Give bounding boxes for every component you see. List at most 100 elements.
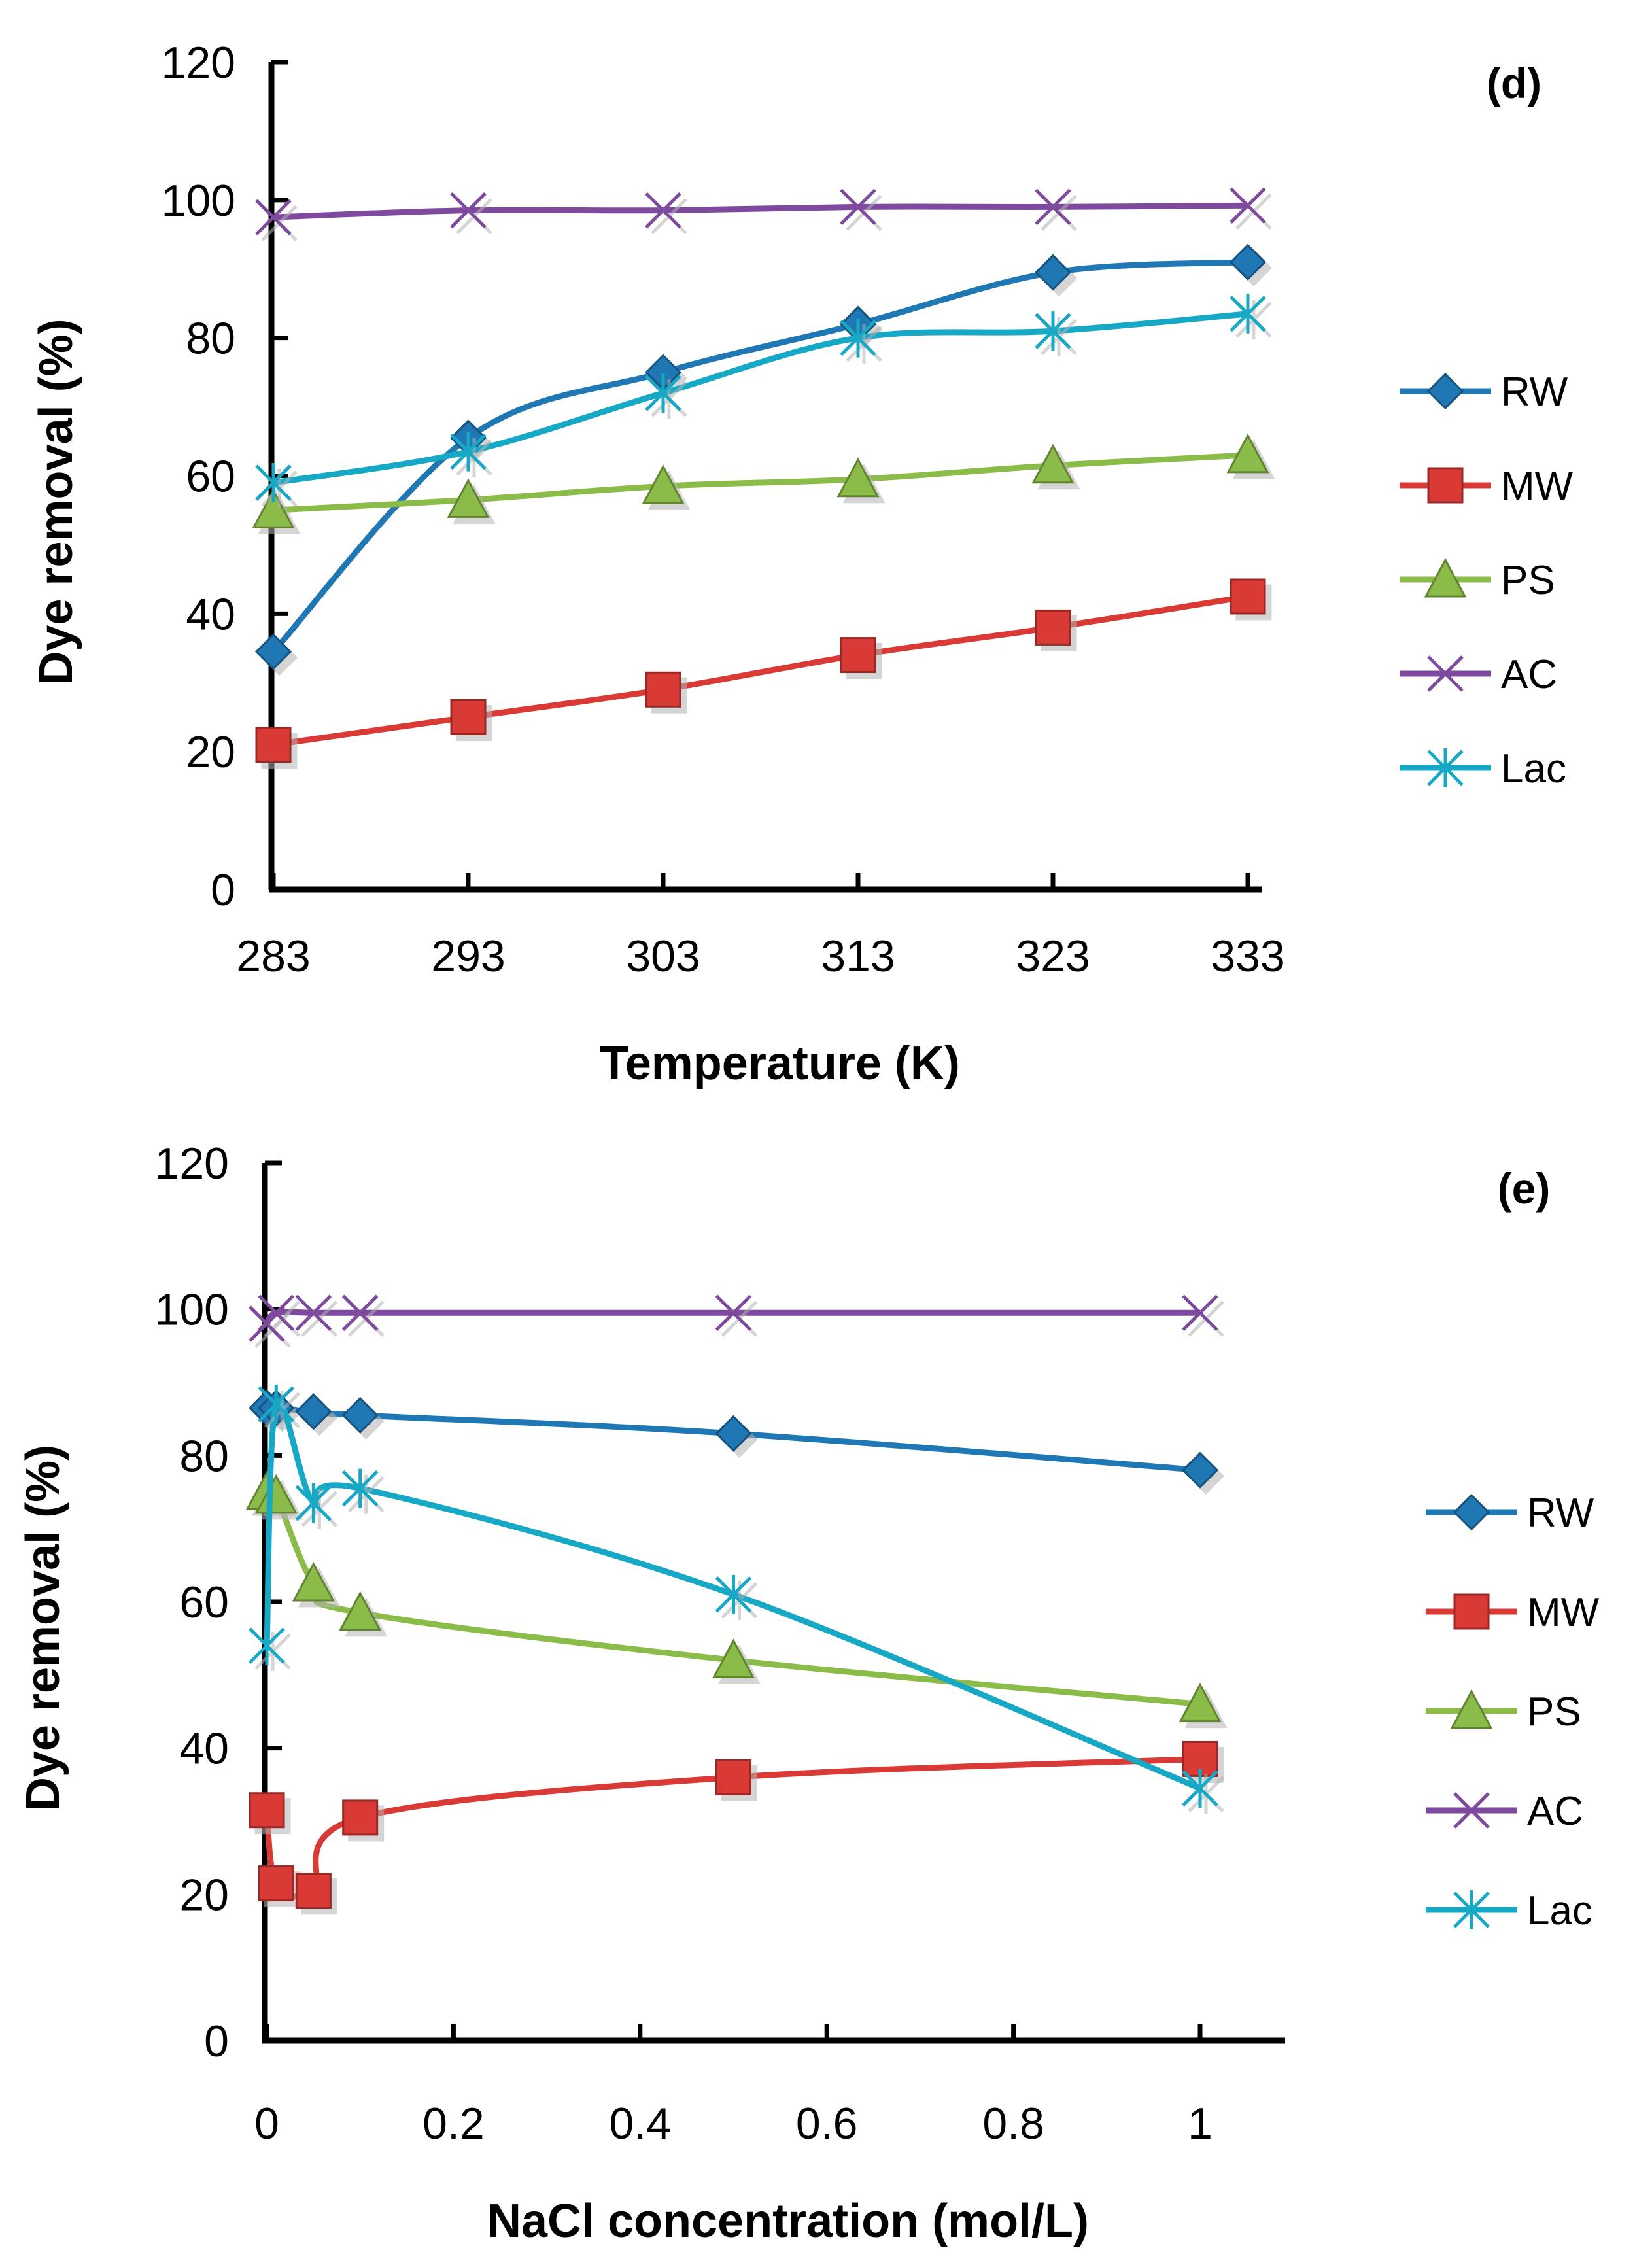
- data-point-rw: [295, 1393, 332, 1430]
- x-tick-label: 0: [254, 2099, 279, 2149]
- y-tick-label: 120: [162, 38, 235, 88]
- legend-marker-ps: [1424, 557, 1467, 598]
- legend-marker-rw: [1426, 372, 1464, 410]
- data-point-ac: [1182, 1294, 1218, 1332]
- data-point-mw: [450, 699, 487, 735]
- data-point-lac: [715, 1574, 752, 1614]
- x-tick-label: 313: [821, 931, 895, 981]
- y-tick-label: 40: [179, 1724, 229, 1774]
- data-point-mw: [258, 1865, 294, 1902]
- series-ac: [255, 187, 1272, 241]
- panel-label: (d): [1487, 59, 1541, 107]
- legend-entry-ac: AC: [1426, 1789, 1583, 1834]
- x-tick-label: 0.4: [610, 2099, 672, 2149]
- data-point-ac: [258, 1294, 295, 1332]
- y-tick-label: 0: [204, 2016, 229, 2066]
- series-line-ac: [264, 1309, 1200, 1326]
- series-mw: [249, 1740, 1224, 1915]
- x-tick-label: 0.6: [796, 2099, 858, 2149]
- legend-label: Lac: [1501, 746, 1566, 791]
- legend-marker-lac: [1453, 1890, 1490, 1929]
- data-point-ps: [292, 1561, 335, 1602]
- data-point-rw: [715, 1415, 752, 1452]
- legend-marker-lac: [1427, 748, 1464, 787]
- data-point-lac: [255, 463, 292, 503]
- data-point-ps: [642, 464, 685, 504]
- data-point-mw: [255, 727, 292, 763]
- legend-label: Lac: [1527, 1888, 1592, 1933]
- data-point-lac: [1230, 294, 1266, 334]
- y-tick-label: 20: [186, 727, 235, 777]
- series-ps: [252, 433, 1275, 534]
- data-point-mw: [645, 671, 681, 708]
- y-tick-label: 80: [186, 314, 235, 364]
- x-tick-label: 323: [1016, 931, 1090, 981]
- data-point-ac: [341, 1294, 379, 1332]
- legend-entry-ps: PS: [1426, 1689, 1581, 1735]
- legend-label: MW: [1527, 1590, 1600, 1635]
- series-lac: [255, 294, 1272, 509]
- series-line-rw: [271, 259, 1248, 654]
- panel-label: (e): [1498, 1164, 1551, 1213]
- data-point-mw: [249, 1792, 285, 1829]
- legend-label: AC: [1501, 652, 1557, 697]
- x-tick-label: 303: [626, 931, 700, 981]
- legend-label: AC: [1527, 1789, 1583, 1834]
- series-ac: [249, 1294, 1224, 1348]
- data-point-lac: [1035, 311, 1071, 351]
- legend-entry-lac: Lac: [1426, 1888, 1592, 1933]
- series-ps: [245, 1470, 1228, 1729]
- legend-entry-ps: PS: [1400, 557, 1555, 603]
- x-axis-title: NaCl concentration (mol/L): [487, 2195, 1089, 2247]
- y-tick-label: 120: [155, 1139, 229, 1188]
- data-point-lac: [450, 432, 487, 472]
- legend-label: MW: [1501, 464, 1574, 509]
- legend-marker-mw: [1427, 467, 1464, 504]
- data-point-ps: [339, 1591, 382, 1631]
- legend-entry-lac: Lac: [1400, 746, 1566, 791]
- x-tick-label: 1: [1188, 2099, 1213, 2149]
- y-tick-label: 20: [179, 1870, 229, 1920]
- legend-entry-mw: MW: [1426, 1590, 1600, 1635]
- legend-marker-ac: [1453, 1792, 1490, 1829]
- x-tick-label: 293: [431, 931, 505, 981]
- data-point-ac: [840, 188, 876, 226]
- chart-panel-e: 0 20 40 60 80 100 120 0 0.2 0.4 0.6 0.8 1 NaCl concen…: [17, 1139, 1600, 2247]
- data-point-ps: [254, 1474, 298, 1514]
- data-point-rw: [1181, 1451, 1219, 1489]
- legend-entry-mw: MW: [1400, 464, 1574, 509]
- data-point-ps: [1179, 1682, 1222, 1723]
- y-tick-label: 0: [211, 865, 235, 915]
- series-line-ps: [273, 452, 1248, 513]
- y-tick-label: 100: [162, 176, 235, 226]
- series-lac: [249, 1385, 1224, 1814]
- data-point-ps: [252, 489, 295, 528]
- data-point-lac: [645, 373, 681, 413]
- data-point-rw: [1229, 243, 1267, 281]
- data-point-mw: [295, 1873, 332, 1909]
- x-tick-label: 0.8: [982, 2099, 1044, 2149]
- data-point-ps: [1031, 443, 1075, 484]
- data-point-ac: [645, 192, 681, 229]
- legend-label: PS: [1501, 558, 1555, 603]
- y-axis-title: Dye removal (%): [30, 319, 82, 685]
- data-point-ac: [1230, 187, 1266, 224]
- y-tick-label: 80: [179, 1431, 229, 1481]
- legend-marker-ac: [1427, 655, 1464, 692]
- data-point-lac: [295, 1483, 332, 1523]
- data-point-ac: [255, 199, 292, 235]
- y-axis-title: Dye removal (%): [17, 1445, 69, 1811]
- x-tick-label: 333: [1211, 931, 1284, 981]
- data-point-ps: [1226, 433, 1269, 474]
- data-point-mw: [840, 637, 876, 674]
- legend-label: RW: [1527, 1491, 1594, 1536]
- data-point-ac: [1035, 188, 1071, 226]
- data-point-ac: [715, 1294, 752, 1332]
- series-rw: [248, 1389, 1225, 1495]
- legend-entry-rw: RW: [1400, 370, 1568, 415]
- y-tick-label: 60: [186, 452, 235, 502]
- data-point-mw: [1035, 609, 1071, 646]
- data-point-lac: [341, 1468, 379, 1508]
- legend-marker-mw: [1453, 1593, 1490, 1630]
